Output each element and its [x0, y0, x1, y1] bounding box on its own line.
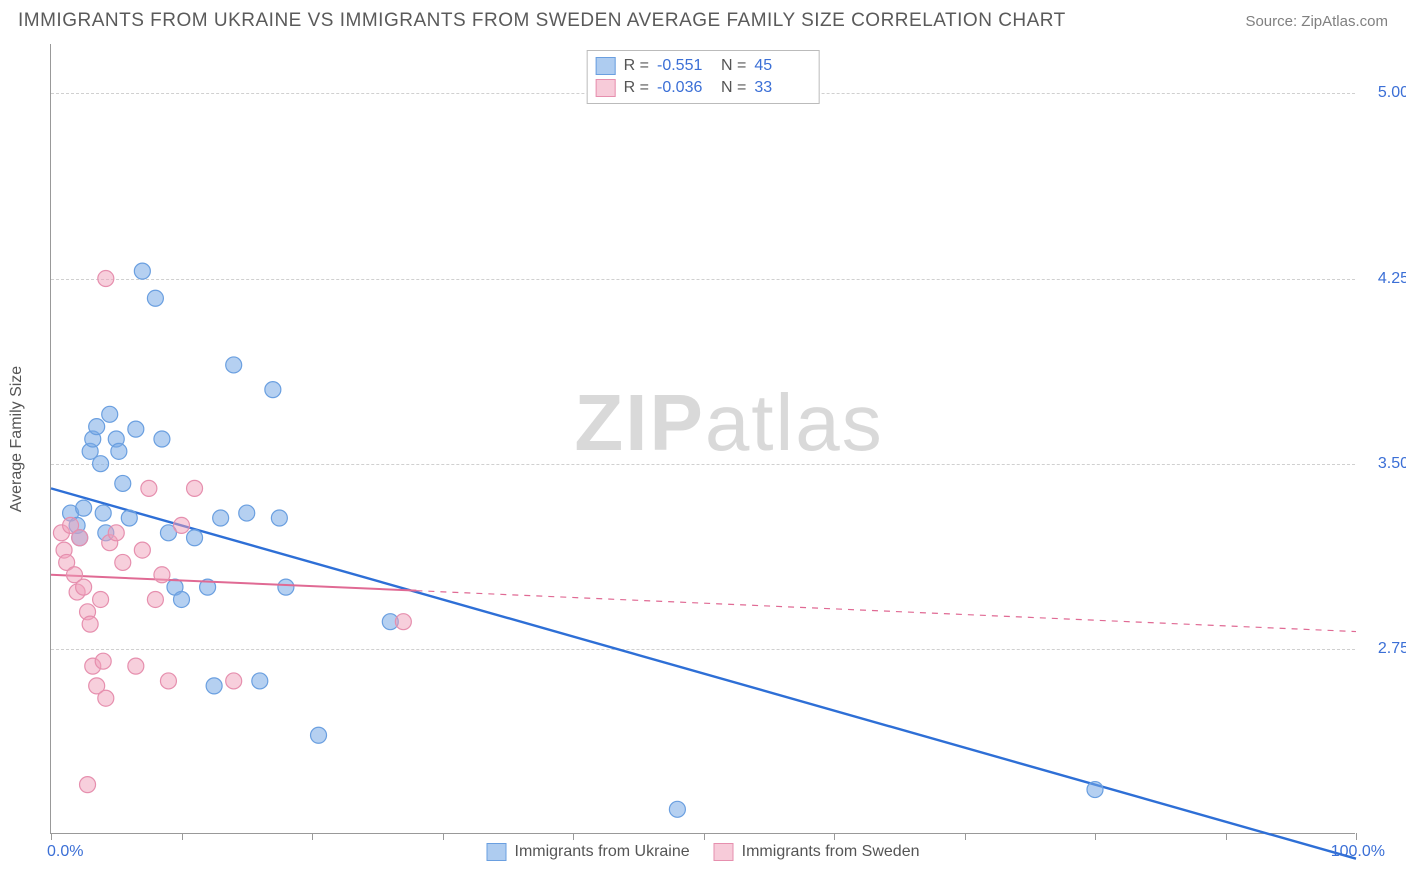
- legend-series: Immigrants from Ukraine Immigrants from …: [487, 843, 920, 861]
- x-axis-max-label: 100.0%: [1331, 843, 1385, 861]
- data-point: [98, 271, 114, 287]
- data-point: [187, 530, 203, 546]
- swatch-blue-icon: [596, 57, 616, 75]
- data-point: [239, 505, 255, 521]
- legend-row-sweden: R = -0.036 N = 33: [596, 77, 811, 99]
- x-tick: [1356, 833, 1357, 840]
- data-point: [72, 530, 88, 546]
- data-point: [187, 480, 203, 496]
- y-axis-label: Average Family Size: [8, 365, 26, 511]
- data-point: [265, 382, 281, 398]
- x-axis-min-label: 0.0%: [47, 843, 83, 861]
- data-point: [115, 475, 131, 491]
- data-point: [252, 673, 268, 689]
- legend-item-ukraine: Immigrants from Ukraine: [487, 843, 690, 861]
- data-point: [134, 542, 150, 558]
- data-point: [154, 567, 170, 583]
- x-tick: [51, 833, 52, 840]
- swatch-pink-icon: [596, 79, 616, 97]
- n-label: N =: [721, 57, 746, 75]
- x-tick: [573, 833, 574, 840]
- chart-container: ZIPatlas 2.753.504.255.00 R = -0.551 N =…: [50, 44, 1355, 834]
- data-point: [82, 616, 98, 632]
- x-tick: [1095, 833, 1096, 840]
- data-point: [1087, 782, 1103, 798]
- legend-label-sweden: Immigrants from Sweden: [742, 843, 920, 861]
- data-point: [115, 554, 131, 570]
- data-point: [98, 690, 114, 706]
- y-tick-label: 4.25: [1361, 270, 1406, 288]
- x-tick: [1226, 833, 1227, 840]
- r-label: R =: [624, 79, 649, 97]
- r-label: R =: [624, 57, 649, 75]
- data-point: [226, 673, 242, 689]
- data-point: [95, 505, 111, 521]
- data-point: [213, 510, 229, 526]
- data-point: [93, 456, 109, 472]
- legend-item-sweden: Immigrants from Sweden: [714, 843, 920, 861]
- swatch-pink-icon: [714, 843, 734, 861]
- x-tick: [834, 833, 835, 840]
- plot-area: ZIPatlas 2.753.504.255.00 R = -0.551 N =…: [50, 44, 1355, 834]
- n-value-sweden: 33: [754, 79, 810, 97]
- plot-svg: [51, 44, 1355, 833]
- data-point: [147, 591, 163, 607]
- data-point: [102, 406, 118, 422]
- data-point: [76, 500, 92, 516]
- legend-correlation: R = -0.551 N = 45 R = -0.036 N = 33: [587, 50, 820, 104]
- data-point: [160, 673, 176, 689]
- r-value-ukraine: -0.551: [657, 57, 713, 75]
- x-tick: [312, 833, 313, 840]
- data-point: [311, 727, 327, 743]
- x-tick: [182, 833, 183, 840]
- n-value-ukraine: 45: [754, 57, 810, 75]
- x-tick: [443, 833, 444, 840]
- data-point: [128, 658, 144, 674]
- y-tick-label: 3.50: [1361, 455, 1406, 473]
- x-tick: [965, 833, 966, 840]
- data-point: [121, 510, 137, 526]
- data-point: [154, 431, 170, 447]
- source-label: Source: ZipAtlas.com: [1245, 13, 1388, 30]
- data-point: [141, 480, 157, 496]
- data-point: [111, 443, 127, 459]
- x-tick: [704, 833, 705, 840]
- data-point: [395, 614, 411, 630]
- y-tick-label: 5.00: [1361, 84, 1406, 102]
- data-point: [147, 290, 163, 306]
- trend-line-dashed: [416, 591, 1356, 632]
- data-point: [271, 510, 287, 526]
- trend-line: [51, 488, 1356, 858]
- y-tick-label: 2.75: [1361, 640, 1406, 658]
- data-point: [134, 263, 150, 279]
- data-point: [128, 421, 144, 437]
- data-point: [278, 579, 294, 595]
- swatch-blue-icon: [487, 843, 507, 861]
- data-point: [76, 579, 92, 595]
- n-label: N =: [721, 79, 746, 97]
- data-point: [95, 653, 111, 669]
- data-point: [174, 517, 190, 533]
- chart-title: IMMIGRANTS FROM UKRAINE VS IMMIGRANTS FR…: [18, 10, 1066, 32]
- data-point: [93, 591, 109, 607]
- legend-label-ukraine: Immigrants from Ukraine: [515, 843, 690, 861]
- r-value-sweden: -0.036: [657, 79, 713, 97]
- legend-row-ukraine: R = -0.551 N = 45: [596, 55, 811, 77]
- data-point: [80, 777, 96, 793]
- data-point: [174, 591, 190, 607]
- data-point: [206, 678, 222, 694]
- data-point: [89, 419, 105, 435]
- data-point: [669, 801, 685, 817]
- data-point: [108, 525, 124, 541]
- data-point: [226, 357, 242, 373]
